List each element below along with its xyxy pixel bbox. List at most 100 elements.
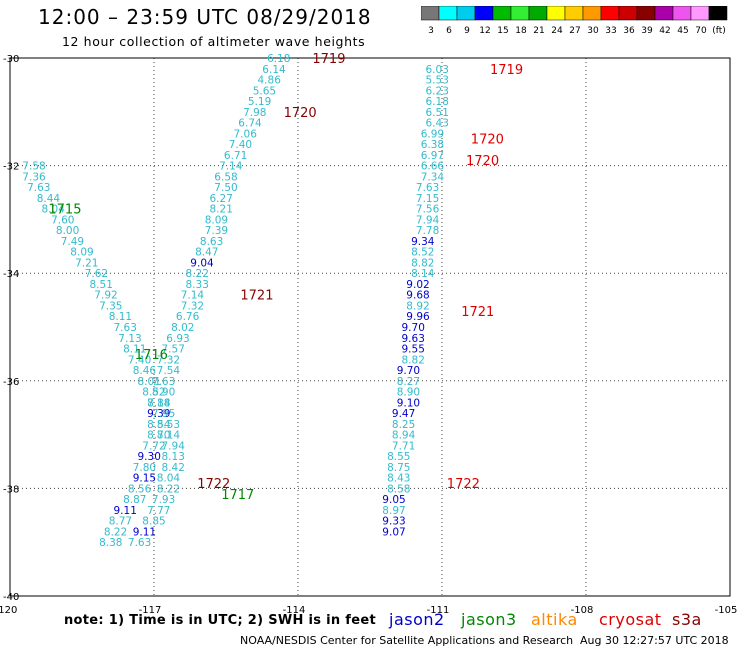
- swh-label: 8.63: [200, 236, 223, 248]
- swh-label: 8.85: [142, 516, 165, 528]
- swh-label: 8.27: [397, 376, 420, 388]
- swh-label: 7.34: [421, 171, 445, 183]
- swh-label: 8.42: [162, 462, 185, 474]
- swh-label: 8.77: [109, 516, 132, 528]
- swh-label: 6.74: [238, 118, 262, 130]
- swh-label: 8.11: [109, 311, 132, 323]
- swh-label: 8.82: [411, 257, 434, 269]
- swh-label: 7.78: [416, 225, 439, 237]
- swh-label: 7.72: [142, 440, 165, 452]
- swh-label: 8.22: [104, 526, 127, 538]
- swh-label: 8.09: [70, 247, 93, 259]
- swh-label: 8.52: [142, 387, 165, 399]
- swh-label: 5.65: [253, 85, 276, 97]
- swh-label: 8.25: [392, 419, 415, 431]
- x-tick-label: -111: [427, 605, 450, 616]
- swh-label: 9.02: [406, 279, 429, 291]
- swh-label: 6.97: [421, 150, 444, 162]
- swh-label: 7.63: [128, 537, 151, 549]
- data-points: 6.186.144.865.655.197.986.747.067.406.71…: [22, 53, 449, 549]
- time-annotation: 1715: [48, 203, 81, 218]
- swh-label: 8.87: [123, 494, 146, 506]
- y-tick-label: -30: [3, 54, 19, 65]
- time-annotation: 1722: [447, 477, 480, 492]
- swh-label: 8.21: [210, 204, 233, 216]
- swh-label: 9.30: [138, 451, 161, 463]
- page-title: 12:00 – 23:59 UTC 08/29/2018: [38, 5, 372, 29]
- swh-label: 6.99: [421, 128, 444, 140]
- swh-label: 9.96: [406, 311, 430, 323]
- y-tick-label: -38: [3, 484, 19, 495]
- time-annotation: 1720: [466, 154, 499, 169]
- swh-label: 7.80: [133, 462, 156, 474]
- swh-label: 9.04: [190, 257, 214, 269]
- swh-label: 8.33: [186, 279, 209, 291]
- swh-label: 9.05: [382, 494, 405, 506]
- swh-label: 7.57: [162, 344, 185, 356]
- swh-label: 8.52: [411, 247, 434, 259]
- legend-label: 30: [587, 26, 599, 36]
- time-annotation: 1721: [461, 305, 494, 320]
- swh-label: 7.21: [75, 257, 98, 269]
- swh-label: 7.49: [61, 236, 84, 248]
- swh-label: 8.04: [157, 473, 181, 485]
- swh-label: 8.43: [387, 473, 410, 485]
- swh-label: 7.14: [219, 161, 243, 173]
- legend-label: 3: [428, 26, 434, 36]
- legend-label: 12: [479, 26, 490, 36]
- swh-label: 5.19: [248, 96, 271, 108]
- swh-label: 7.88: [147, 397, 170, 409]
- swh-label: 6.51: [426, 107, 449, 119]
- time-annotations: 1719 1720 1721 1722 1715 1716 1717 1719 1720 1720…: [48, 52, 523, 503]
- swh-label: 7.39: [205, 225, 228, 237]
- swh-label: 6.18: [426, 96, 449, 108]
- swh-label: 9.11: [133, 526, 156, 538]
- plot-frame: [9, 57, 731, 597]
- axis-ticks: -120 -117 -114 -111 -108 -105 -30 -32 -34 -36 -38 -…: [0, 54, 737, 616]
- generated-timestamp: Aug 30 12:27:57 UTC 2018: [580, 634, 729, 647]
- time-annotation: 1722: [197, 477, 230, 492]
- swh-label: 8.01: [138, 376, 161, 388]
- swh-label: 6.93: [166, 333, 189, 345]
- swh-label: 8.75: [387, 462, 410, 474]
- swh-label: 8.09: [205, 214, 228, 226]
- swh-label: 5.53: [426, 75, 449, 87]
- time-annotation: 1719: [312, 52, 345, 67]
- swh-label: 8.55: [387, 451, 410, 463]
- swh-label: 8.13: [162, 451, 185, 463]
- x-tick-label: -120: [0, 605, 17, 616]
- swh-label: 8.46: [133, 365, 157, 377]
- swh-label: 6.58: [214, 171, 237, 183]
- swh-label: 8.53: [157, 419, 180, 431]
- swh-label: 9.63: [402, 333, 425, 345]
- legend-label: 6: [446, 26, 452, 36]
- time-annotation: 1719: [490, 63, 523, 78]
- swh-label: 7.15: [416, 193, 439, 205]
- legend-label: (ft): [712, 26, 726, 36]
- x-tick-label: -105: [715, 605, 738, 616]
- legend-label: 39: [641, 26, 653, 36]
- swh-label: 7.14: [181, 290, 205, 302]
- swh-label: 8.51: [90, 279, 113, 291]
- swh-label: 8.22: [157, 483, 180, 495]
- swh-label: 7.60: [51, 214, 74, 226]
- swh-label: 7.54: [157, 365, 181, 377]
- swh-label: 7.95: [152, 408, 175, 420]
- swh-label: 8.14: [157, 430, 181, 442]
- legend-label: 27: [569, 26, 580, 36]
- swh-label: 6.18: [267, 53, 290, 65]
- swh-label: 7.93: [152, 494, 175, 506]
- swh-label: 9.70: [397, 365, 420, 377]
- swh-label: 7.32: [181, 300, 204, 312]
- swh-label: 8.47: [195, 247, 218, 259]
- swh-label: 9.10: [397, 397, 420, 409]
- legend-label: 42: [659, 26, 670, 36]
- legend-label: 33: [605, 26, 616, 36]
- legend-sat-jason2: jason2: [389, 610, 445, 629]
- swh-label: 8.92: [406, 300, 429, 312]
- legend-label: 21: [533, 26, 544, 36]
- swh-label: 4.86: [258, 75, 282, 87]
- swh-label: 7.94: [416, 214, 440, 226]
- time-annotation: 1717: [221, 488, 254, 503]
- swh-label: 7.94: [162, 440, 186, 452]
